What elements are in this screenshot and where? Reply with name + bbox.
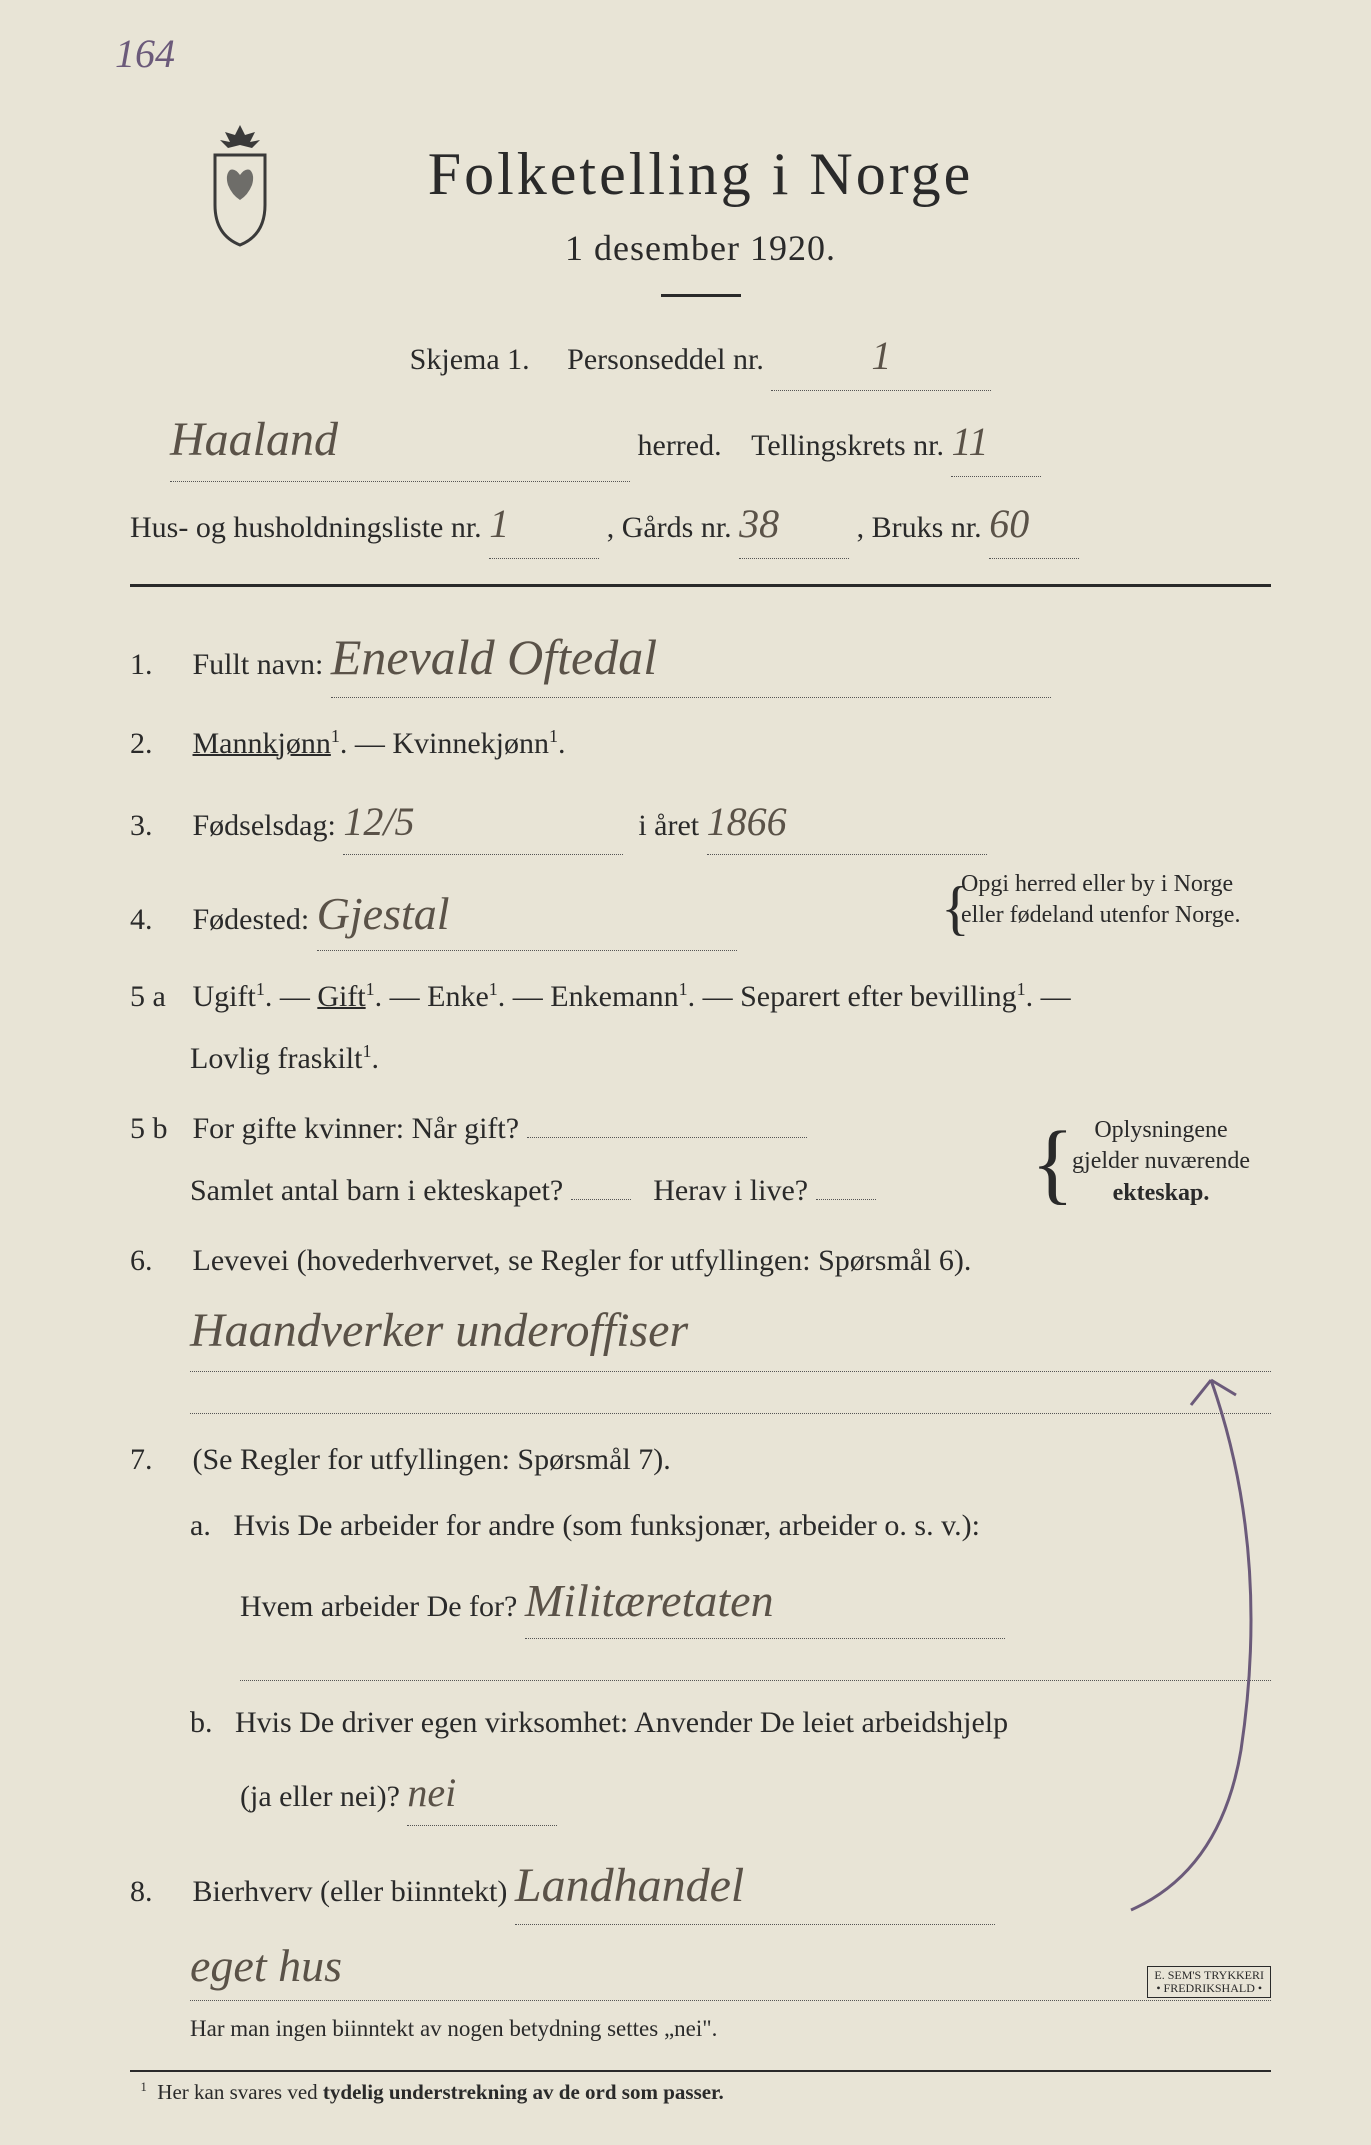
q4-num: 4.	[130, 896, 185, 944]
footnote-num: 1	[141, 2080, 147, 2094]
q5a-enkemann: Enkemann	[550, 980, 678, 1013]
herred-line: Haaland herred. Tellingskrets nr. 11	[170, 399, 1271, 482]
q4-note: { Opgi herred eller by i Norge eller fød…	[961, 869, 1271, 931]
q7a-text2: Hvem arbeider De for?	[240, 1590, 517, 1623]
q4-birthplace: 4. Fødested: Gjestal { Opgi herred eller…	[130, 877, 1271, 952]
q6-num: 6.	[130, 1237, 185, 1285]
q7b-label: b.	[190, 1706, 213, 1739]
herred-label: herred.	[638, 429, 722, 462]
q8-note: Har man ingen biinntekt av nogen betydni…	[190, 2016, 717, 2041]
gards-nr: 38	[739, 490, 779, 558]
footnote: 1 Her kan svares ved tydelig understrekn…	[130, 2080, 1271, 2105]
footnote-text: Her kan svares ved tydelig understreknin…	[157, 2080, 723, 2104]
q7a-value: Militæretaten	[525, 1564, 774, 1638]
q7-employer: 7. (Se Regler for utfyllingen: Spørsmål …	[130, 1436, 1271, 1826]
q3-birthdate: 3. Fødselsdag: 12/5 i året 1866	[130, 790, 1271, 855]
q5a-marital: 5 a Ugift1. — Gift1. — Enke1. — Enkemann…	[130, 973, 1271, 1083]
q7-num: 7.	[130, 1436, 185, 1484]
q4-note-l2: eller fødeland utenfor Norge.	[961, 902, 1240, 928]
page-number-handwritten: 164	[115, 30, 175, 77]
q2-dash: —	[355, 727, 393, 760]
q5a-gift: Gift	[317, 980, 365, 1013]
bruks-label: , Bruks nr.	[857, 511, 982, 544]
q1-label: Fullt navn:	[193, 648, 324, 681]
bruks-nr: 60	[989, 490, 1029, 558]
q3-num: 3.	[130, 802, 185, 850]
q5b-note-l3: ekteskap.	[1113, 1180, 1210, 1206]
q2-mann: Mannkjønn	[193, 727, 331, 760]
q7a-text1: Hvis De arbeider for andre (som funksjon…	[233, 1509, 980, 1542]
personseddel-nr: 1	[871, 322, 891, 390]
q5b-note-l2: gjelder nuværende	[1072, 1148, 1250, 1174]
hus-label: Hus- og husholdningsliste nr.	[130, 511, 482, 544]
q2-num: 2.	[130, 720, 185, 768]
q7-label: (Se Regler for utfyllingen: Spørsmål 7).	[193, 1443, 671, 1476]
stamp-l1: E. SEM'S TRYKKERI	[1154, 1968, 1264, 1982]
form-header: Folketelling i Norge 1 desember 1920.	[130, 140, 1271, 297]
form-date: 1 desember 1920.	[130, 227, 1271, 269]
q4-note-l1: Opgi herred eller by i Norge	[961, 871, 1233, 897]
skjema-line: Skjema 1. Personseddel nr. 1	[130, 322, 1271, 391]
footnote-divider	[130, 2070, 1271, 2072]
hus-nr: 1	[489, 490, 509, 558]
q3-year-label: i året	[638, 809, 699, 842]
q6-value: Haandverker underoffiser	[190, 1293, 688, 1370]
q5b-num: 5 b	[130, 1105, 185, 1153]
q4-label: Fødested:	[193, 903, 310, 936]
personseddel-label: Personseddel nr.	[567, 343, 764, 376]
title-divider	[661, 294, 741, 297]
q8-value: Landhandel	[515, 1848, 744, 1925]
q8-label: Bierhverv (eller biinntekt)	[193, 1875, 508, 1908]
q1-num: 1.	[130, 641, 185, 689]
q2-sex: 2. Mannkjønn1. — Kvinnekjønn1.	[130, 720, 1271, 768]
q5b-married-women: 5 b For gifte kvinner: Når gift? Samlet …	[130, 1105, 1271, 1215]
q6-occupation: 6. Levevei (hovederhvervet, se Regler fo…	[130, 1237, 1271, 1414]
stamp-l2: • FREDRIKSHALD •	[1156, 1981, 1262, 1995]
section-divider	[130, 584, 1271, 587]
tellingskrets-nr: 11	[951, 408, 988, 476]
census-form-page: 164 Folketelling i Norge 1 desember 1920…	[0, 0, 1371, 2145]
q3-day: 12/5	[343, 790, 414, 854]
q3-label: Fødselsdag:	[193, 809, 336, 842]
q4-value: Gjestal	[317, 877, 450, 951]
q5a-enke: Enke	[427, 980, 489, 1013]
q3-year: 1866	[707, 790, 787, 854]
gards-label: , Gårds nr.	[607, 511, 732, 544]
q5b-note: { Oplysningene gjelder nuværende ekteska…	[1051, 1115, 1271, 1209]
skjema-label: Skjema 1.	[410, 343, 530, 376]
q7b-text1: Hvis De driver egen virksomhet: Anvender…	[235, 1706, 1008, 1739]
herred-value: Haaland	[170, 399, 338, 481]
q7b-text2: (ja eller nei)?	[240, 1780, 400, 1813]
tellingskrets-label: Tellingskrets nr.	[751, 429, 944, 462]
q5a-lovlig: Lovlig fraskilt	[190, 1042, 362, 1075]
q5b-note-l1: Oplysningene	[1094, 1117, 1227, 1143]
hus-line: Hus- og husholdningsliste nr. 1 , Gårds …	[130, 490, 1271, 559]
q5a-ugift: Ugift	[193, 980, 256, 1013]
q8-num: 8.	[130, 1868, 185, 1916]
q5b-line2a: Samlet antal barn i ekteskapet?	[190, 1174, 563, 1207]
q5b-line2b: Herav i live?	[653, 1174, 808, 1207]
q7b-value: nei	[407, 1761, 456, 1825]
q1-value: Enevald Oftedal	[331, 617, 657, 697]
q5a-num: 5 a	[130, 973, 185, 1021]
coat-of-arms-icon	[190, 120, 290, 250]
q2-kvinne: Kvinnekjønn	[392, 727, 549, 760]
q6-label: Levevei (hovederhvervet, se Regler for u…	[193, 1244, 972, 1277]
q8-value2: eget hus	[190, 1929, 342, 2003]
q1-fullname: 1. Fullt navn: Enevald Oftedal	[130, 617, 1271, 698]
printer-stamp: E. SEM'S TRYKKERI • FREDRIKSHALD •	[1147, 1966, 1271, 1998]
form-title: Folketelling i Norge	[130, 140, 1271, 209]
q7a-label: a.	[190, 1509, 211, 1542]
q8-secondary: 8. Bierhverv (eller biinntekt) Landhande…	[130, 1848, 1271, 2048]
q5a-separert: Separert efter bevilling	[740, 980, 1017, 1013]
q5b-label: For gifte kvinner: Når gift?	[193, 1112, 520, 1145]
